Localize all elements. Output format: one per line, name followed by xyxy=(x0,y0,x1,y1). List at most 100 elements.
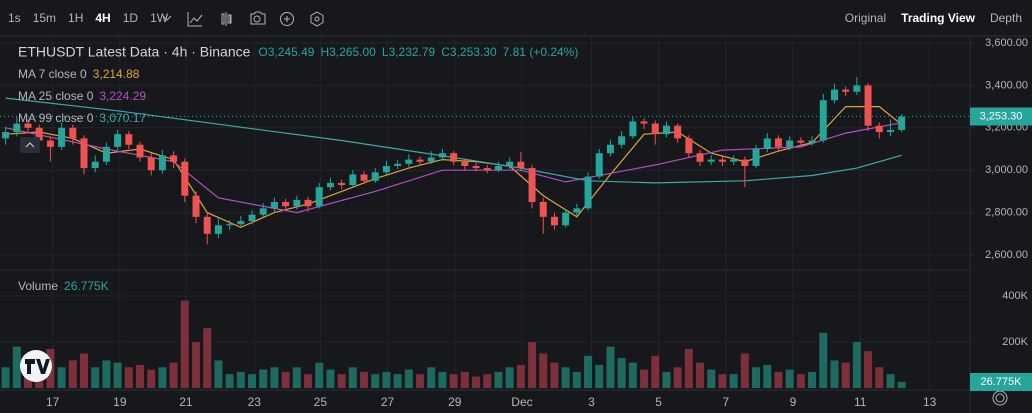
interval-button[interactable]: 1s xyxy=(8,11,21,25)
volume-bar xyxy=(830,360,839,388)
candle-body xyxy=(685,138,693,154)
volume-bar xyxy=(1,367,10,388)
volume-bar xyxy=(561,367,570,388)
candle-body xyxy=(248,214,256,222)
indicator-value: 3,224.29 xyxy=(99,89,146,103)
interval-button[interactable]: 4H xyxy=(95,11,110,25)
volume-bar xyxy=(304,374,313,388)
indicator-value: 3,214.88 xyxy=(93,67,140,81)
snapshot-lens xyxy=(253,15,261,23)
volume-bar xyxy=(640,369,649,388)
view-button[interactable]: Trading View xyxy=(901,11,975,25)
candle-body xyxy=(170,155,178,162)
candle-body xyxy=(13,123,21,133)
candle-body xyxy=(35,127,43,141)
y-tick-label: 2,800.00 xyxy=(985,207,1028,219)
candle-body xyxy=(539,202,547,217)
volume-bar xyxy=(707,369,716,388)
candle-body xyxy=(237,221,245,225)
candle-body xyxy=(315,187,323,207)
volume-bar xyxy=(225,374,234,388)
volume-bar xyxy=(214,360,223,388)
candle-body xyxy=(46,140,54,147)
volume-bar xyxy=(91,367,100,388)
volume-bar xyxy=(124,367,133,388)
candle-body xyxy=(450,153,458,162)
volume-bar xyxy=(113,362,122,388)
more-intervals[interactable] xyxy=(162,15,172,21)
candle-body xyxy=(91,161,99,169)
candle-body xyxy=(864,85,872,126)
volume-bar xyxy=(102,360,111,388)
volume-bar xyxy=(796,374,805,388)
volume-bar xyxy=(57,367,66,388)
ohlc-value: C3,253.30 xyxy=(441,45,497,59)
indicator-icon[interactable] xyxy=(187,12,203,27)
candle-body xyxy=(472,165,480,169)
candle-body xyxy=(517,161,525,169)
candle-body xyxy=(528,168,536,202)
view-button[interactable]: Depth xyxy=(990,11,1022,25)
volume-bar xyxy=(337,374,346,388)
volume-bar xyxy=(875,367,884,388)
candle-body xyxy=(371,172,379,181)
indicator-name: MA 99 close 0 xyxy=(18,111,94,125)
volume-bar xyxy=(718,374,727,388)
y-tick-label: 2,600.00 xyxy=(985,249,1028,261)
candle-body xyxy=(461,161,469,166)
candle-body xyxy=(562,212,570,226)
settings-icon[interactable] xyxy=(310,11,324,27)
collapse-button[interactable] xyxy=(20,137,40,153)
x-tick-label: 23 xyxy=(248,395,262,409)
candle-body xyxy=(819,100,827,141)
moving-average-line xyxy=(5,106,903,229)
candle-body xyxy=(797,140,805,143)
x-tick-label: 13 xyxy=(923,395,937,409)
volume-bar xyxy=(864,351,873,388)
x-tick-label: 21 xyxy=(179,395,193,409)
candle-body xyxy=(875,125,883,133)
volume-bar xyxy=(808,371,817,388)
candle-body xyxy=(102,146,110,162)
candle-body xyxy=(24,123,32,128)
volume-bar xyxy=(427,367,436,388)
candle-body xyxy=(405,159,413,164)
symbol-title: ETHUSDT Latest Data · 4h · Binance xyxy=(18,44,251,60)
indicator-value: 3,070.17 xyxy=(99,111,146,125)
volume-bar xyxy=(348,367,357,388)
volume-bar xyxy=(886,374,895,388)
interval-button[interactable]: 1W xyxy=(150,11,169,25)
volume-bar xyxy=(774,371,783,388)
volume-bar xyxy=(147,369,156,388)
volume-bar xyxy=(729,374,738,388)
candle-body xyxy=(394,163,402,166)
candle-body xyxy=(707,159,715,162)
volume-bar xyxy=(606,346,615,388)
volume-bar xyxy=(584,355,593,388)
chart-type-icon[interactable] xyxy=(221,12,232,26)
interval-button[interactable]: 1H xyxy=(68,11,83,25)
snapshot-icon[interactable] xyxy=(250,11,266,25)
view-button[interactable]: Original xyxy=(845,11,886,25)
volume-bar xyxy=(539,353,548,388)
volume-bar xyxy=(819,332,828,388)
moving-average-line xyxy=(5,97,902,184)
y-tick-label: 400K xyxy=(1002,290,1028,302)
candle-body xyxy=(853,85,861,92)
last-price-box xyxy=(970,107,1032,126)
candle-body xyxy=(550,216,558,226)
x-tick-label: 29 xyxy=(448,395,462,409)
interval-button[interactable]: 15m xyxy=(33,11,56,25)
candle-body xyxy=(181,161,189,196)
candle-body xyxy=(506,161,514,166)
candle-body xyxy=(158,155,166,171)
candle-body xyxy=(304,199,312,207)
last-price-label: 3,253.30 xyxy=(980,110,1023,122)
interval-button[interactable]: 1D xyxy=(123,11,139,25)
volume-bar xyxy=(180,300,189,388)
axis-settings[interactable] xyxy=(992,390,1008,406)
add-icon[interactable] xyxy=(280,12,294,26)
candle-body xyxy=(618,136,626,145)
last-volume-box xyxy=(970,373,1032,391)
